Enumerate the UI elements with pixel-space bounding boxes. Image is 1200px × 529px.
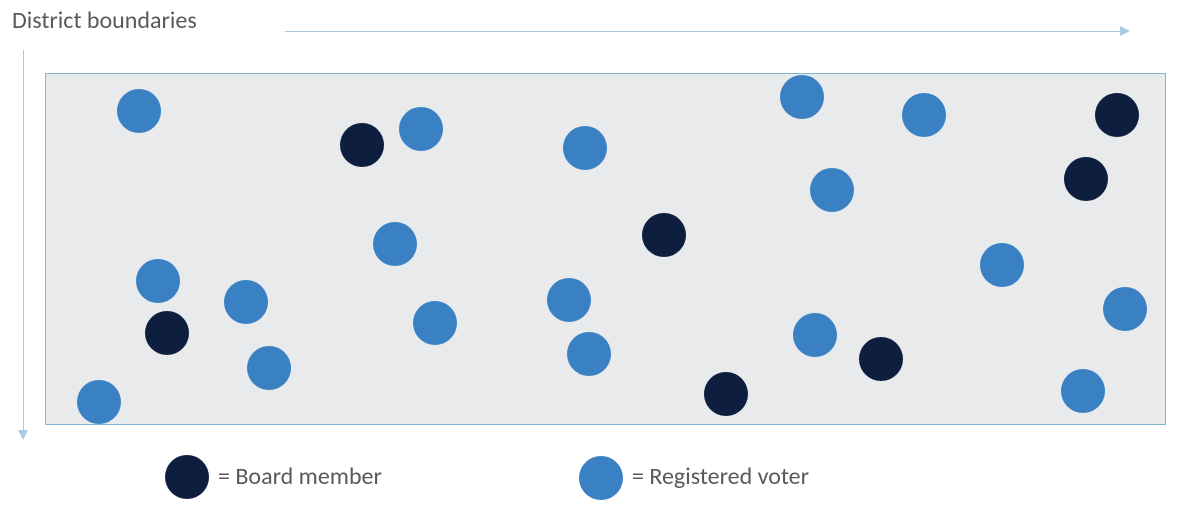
board-member-dot — [340, 123, 384, 167]
registered-voter-dot — [117, 89, 161, 133]
board-member-dot — [145, 311, 189, 355]
legend-registered-voter-dot — [579, 456, 623, 500]
registered-voter-dot — [1103, 287, 1147, 331]
registered-voter-dot — [77, 380, 121, 424]
registered-voter-dot — [1061, 369, 1105, 413]
registered-voter-dot — [793, 313, 837, 357]
registered-voter-dot — [224, 280, 268, 324]
registered-voter-dot — [810, 168, 854, 212]
title-text: District boundaries — [12, 6, 197, 35]
legend-board-member-label: = Board member — [218, 462, 382, 491]
registered-voter-dot — [373, 222, 417, 266]
arrow-vertical-line — [23, 50, 24, 430]
registered-voter-dot — [413, 301, 457, 345]
registered-voter-dot — [902, 93, 946, 137]
registered-voter-dot — [567, 332, 611, 376]
arrow-vertical-head — [18, 430, 28, 440]
registered-voter-dot — [563, 126, 607, 170]
registered-voter-dot — [547, 278, 591, 322]
arrow-horizontal-head — [1120, 26, 1130, 36]
registered-voter-dot — [247, 346, 291, 390]
legend-registered-voter-label: = Registered voter — [632, 462, 809, 491]
arrow-horizontal-line — [285, 31, 1120, 32]
registered-voter-dot — [399, 107, 443, 151]
registered-voter-dot — [780, 75, 824, 119]
board-member-dot — [1095, 93, 1139, 137]
registered-voter-dot — [136, 259, 180, 303]
registered-voter-dot — [980, 243, 1024, 287]
board-member-dot — [642, 213, 686, 257]
board-member-dot — [1064, 157, 1108, 201]
legend-board-member-dot — [165, 455, 209, 499]
diagram-canvas: District boundaries = Board member = Regi… — [0, 0, 1200, 529]
board-member-dot — [704, 372, 748, 416]
board-member-dot — [859, 337, 903, 381]
